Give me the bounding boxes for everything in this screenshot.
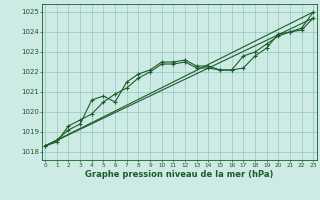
X-axis label: Graphe pression niveau de la mer (hPa): Graphe pression niveau de la mer (hPa) [85, 170, 273, 179]
